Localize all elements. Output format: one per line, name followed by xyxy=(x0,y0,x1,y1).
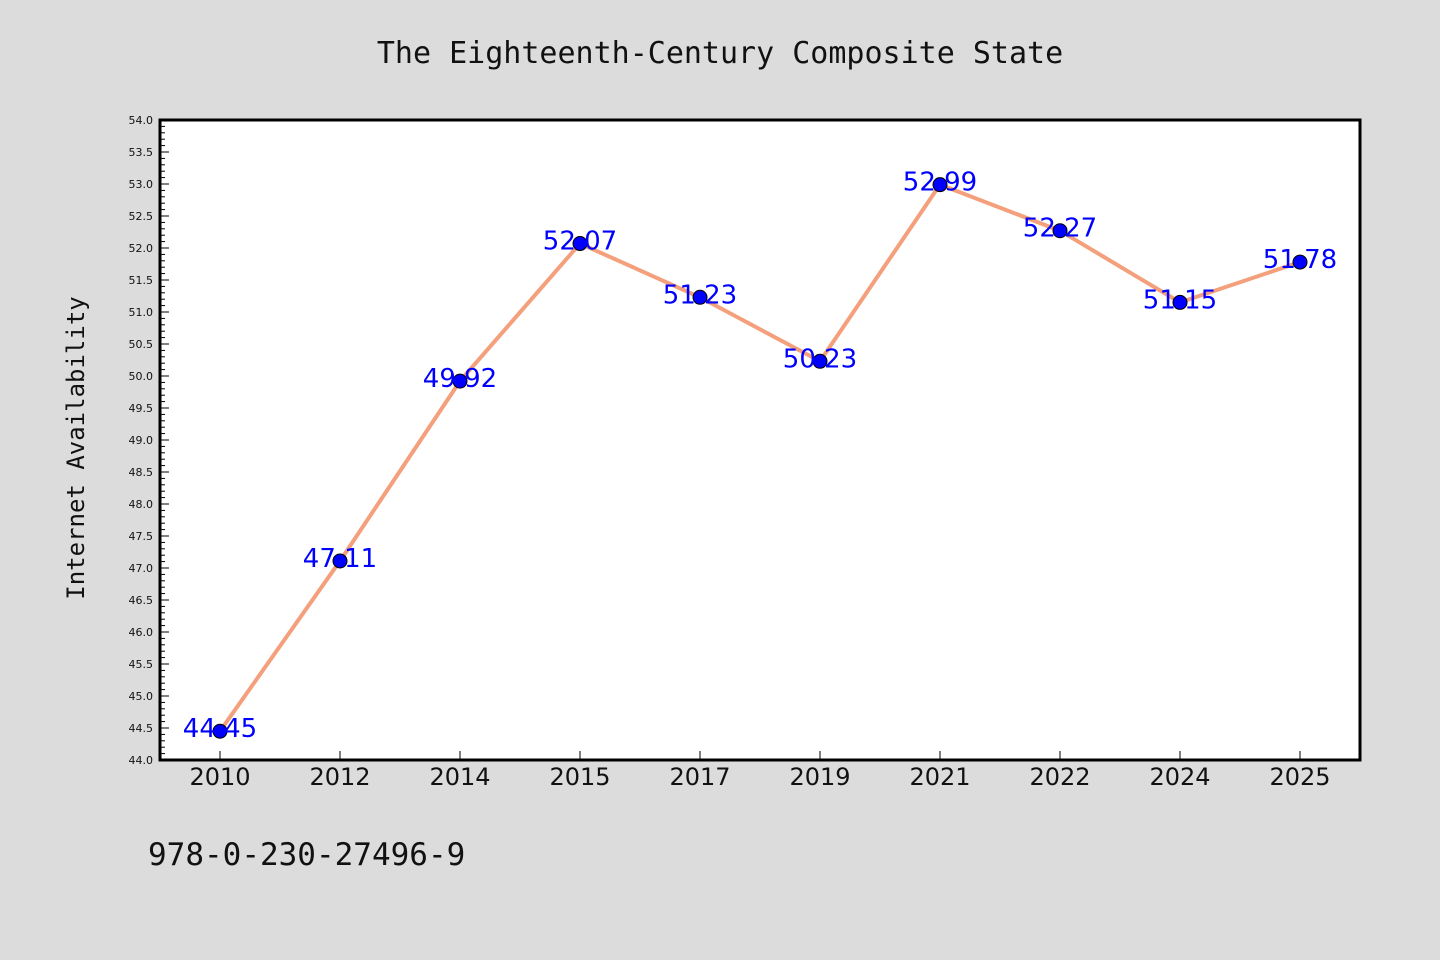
data-label: 51.15 xyxy=(1143,285,1217,315)
y-tick-label: 50.5 xyxy=(129,338,154,351)
x-tick-label: 2025 xyxy=(1269,763,1330,791)
data-label: 52.99 xyxy=(903,168,977,198)
y-tick-label: 47.5 xyxy=(129,530,154,543)
y-axis-label: Internet Availability xyxy=(62,296,90,599)
data-label: 49.92 xyxy=(423,364,497,394)
x-tick-label: 2015 xyxy=(549,763,610,791)
y-tick-label: 48.5 xyxy=(129,466,154,479)
isbn-footer: 978-0-230-27496-9 xyxy=(148,837,465,873)
data-point xyxy=(932,177,948,193)
x-tick-label: 2019 xyxy=(789,763,850,791)
data-point xyxy=(692,289,708,305)
y-tick-label: 54.0 xyxy=(129,114,154,127)
data-label: 52.27 xyxy=(1023,214,1097,244)
series-line xyxy=(218,182,1302,734)
data-point xyxy=(1052,223,1068,239)
data-label: 51.23 xyxy=(663,280,737,310)
y-tick-label: 52.5 xyxy=(129,210,154,223)
y-tick-label: 53.5 xyxy=(129,146,154,159)
data-label: 50.23 xyxy=(783,344,857,374)
x-tick-label: 2024 xyxy=(1149,763,1210,791)
data-label: 47.11 xyxy=(303,544,377,574)
x-tick-label: 2021 xyxy=(909,763,970,791)
x-tick-label: 2014 xyxy=(429,763,490,791)
y-tick-label: 44.5 xyxy=(129,722,154,735)
data-point xyxy=(332,553,348,569)
data-point xyxy=(452,373,468,389)
y-tick-label: 47.0 xyxy=(129,562,154,575)
y-tick-label: 51.0 xyxy=(129,306,154,319)
data-point xyxy=(812,353,828,369)
plot-area xyxy=(158,118,1362,762)
data-point xyxy=(1172,294,1188,310)
y-tick-label: 52.0 xyxy=(129,242,154,255)
x-axis: 2010 2012 2014 2015 2017 2019 2021 2022 2024 2025 xyxy=(189,751,1331,791)
y-tick-label: 53.0 xyxy=(129,178,154,191)
y-tick-label: 51.5 xyxy=(129,274,154,287)
x-tick-label: 2022 xyxy=(1029,763,1090,791)
data-label: 51.78 xyxy=(1263,245,1337,275)
data-point xyxy=(212,723,228,739)
x-tick-label: 2012 xyxy=(309,763,370,791)
y-tick-label: 44.0 xyxy=(129,754,154,767)
y-tick-label: 49.5 xyxy=(129,402,154,415)
y-tick-label: 49.0 xyxy=(129,434,154,447)
series-layer: 44.45 47.11 49.92 52.07 51.23 50.23 52.99 52.27… xyxy=(183,168,1337,745)
data-label: 44.45 xyxy=(183,714,257,744)
y-tick-label: 46.5 xyxy=(129,594,154,607)
y-tick-label: 45.0 xyxy=(129,690,154,703)
data-point xyxy=(572,236,588,252)
y-tick-label: 48.0 xyxy=(129,498,154,511)
x-tick-label: 2010 xyxy=(189,763,250,791)
y-tick-label: 46.0 xyxy=(129,626,154,639)
y-tick-label: 50.0 xyxy=(129,370,154,383)
y-tick-label: 45.5 xyxy=(129,658,154,671)
chart-title: The Eighteenth-Century Composite State xyxy=(377,36,1063,71)
y-axis: 44.0 44.5 45.0 45.5 46.0 46.5 47.0 47.5 48.0 48.5… xyxy=(129,114,169,767)
x-tick-label: 2017 xyxy=(669,763,730,791)
data-label: 52.07 xyxy=(543,227,617,257)
data-point xyxy=(1292,254,1308,270)
